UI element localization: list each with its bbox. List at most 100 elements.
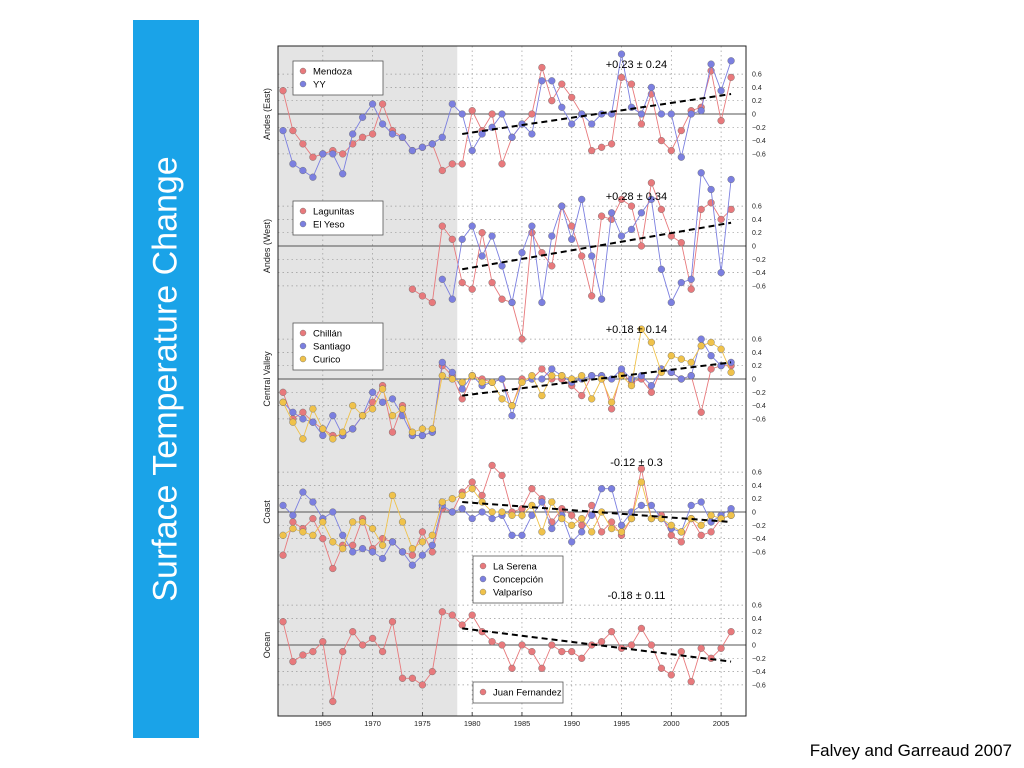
data-point: [279, 87, 287, 95]
legend-label: El Yeso: [313, 220, 345, 231]
data-point: [299, 408, 307, 416]
panel-ylabel: Coast: [262, 500, 272, 524]
data-point: [369, 100, 377, 108]
data-point: [428, 541, 436, 549]
data-point: [438, 358, 446, 367]
data-point: [518, 641, 526, 649]
early-period-shading: [278, 46, 458, 716]
y-tick-label: −0.2: [752, 523, 766, 530]
data-point: [687, 501, 695, 510]
data-point: [498, 295, 506, 303]
data-point: [388, 538, 397, 546]
x-tick-label: 1985: [514, 719, 531, 726]
data-point: [627, 515, 636, 523]
legend-box: [292, 322, 384, 371]
data-point: [428, 548, 436, 556]
data-point: [388, 412, 397, 420]
data-point: [667, 146, 675, 155]
data-point: [667, 352, 675, 360]
data-point: [617, 73, 626, 82]
data-point: [538, 63, 546, 72]
data-point: [299, 140, 307, 148]
data-point: [548, 372, 556, 380]
data-point: [408, 551, 417, 559]
data-point: [438, 133, 446, 141]
data-point: [657, 110, 666, 118]
data-point: [598, 485, 606, 493]
data-point: [697, 169, 705, 177]
series-valpar-so: [279, 478, 735, 553]
data-point: [518, 511, 526, 519]
data-point: [369, 405, 377, 413]
data-point: [558, 80, 566, 88]
legend-box: [472, 555, 564, 604]
y-tick-label: 0.2: [752, 363, 762, 370]
legend-box: [292, 200, 384, 236]
legend-marker: [479, 575, 487, 583]
data-point: [319, 518, 327, 526]
data-point: [488, 638, 496, 646]
data-point: [408, 146, 417, 155]
data-point: [657, 205, 666, 214]
data-point: [458, 491, 466, 500]
panel-ylabel: Ocean: [262, 632, 272, 659]
data-point: [478, 229, 486, 237]
data-point: [279, 531, 287, 539]
data-point: [488, 515, 496, 523]
data-point: [379, 398, 387, 406]
data-point: [299, 488, 307, 496]
data-point: [319, 431, 327, 440]
data-point: [647, 501, 656, 510]
data-point: [538, 664, 546, 672]
data-point: [617, 50, 626, 58]
legend-label: Chillán: [313, 329, 342, 340]
data-point: [617, 528, 626, 536]
y-tick-label: −0.6: [752, 416, 766, 423]
data-point: [727, 358, 735, 367]
data-point: [697, 205, 705, 214]
y-tick-label: 0.2: [752, 629, 762, 636]
data-point: [418, 292, 427, 300]
data-point: [598, 143, 606, 151]
data-point: [508, 531, 516, 539]
x-tick-label: 1965: [314, 719, 331, 726]
data-point: [558, 372, 566, 380]
data-point: [398, 518, 407, 526]
trend-label: -0.18 ± 0.11: [608, 590, 666, 602]
data-point: [608, 209, 616, 217]
data-point: [608, 405, 616, 413]
legend-label: Curico: [313, 355, 340, 366]
trend-label: +0.23 ± 0.24: [606, 59, 667, 71]
data-point: [408, 561, 417, 569]
data-point: [717, 117, 725, 125]
data-point: [289, 160, 297, 168]
data-point: [279, 126, 287, 135]
data-point: [418, 538, 427, 546]
data-point: [548, 498, 556, 506]
citation: Falvey and Garreaud 2007: [809, 741, 1012, 760]
data-point: [717, 87, 725, 95]
data-point: [717, 269, 725, 277]
data-point: [358, 133, 367, 141]
slide-title: Surface Temperature Change: [146, 156, 185, 602]
data-point: [458, 235, 466, 243]
data-point: [707, 199, 715, 207]
legend: Chillán Santiago Curico: [292, 322, 384, 371]
data-point: [358, 113, 367, 121]
data-point: [329, 697, 337, 706]
data-point: [428, 425, 436, 433]
data-point: [508, 402, 516, 410]
data-point: [408, 674, 417, 682]
data-point: [349, 628, 357, 636]
data-point: [339, 150, 347, 158]
data-point: [717, 644, 725, 652]
legend-marker: [299, 342, 307, 350]
legend-label: Valparíso: [493, 588, 532, 599]
data-point: [369, 388, 377, 396]
data-point: [588, 511, 596, 519]
y-tick-label: −0.4: [752, 536, 766, 543]
data-point: [329, 538, 337, 546]
data-point: [598, 638, 606, 646]
series-line: [282, 611, 732, 702]
data-point: [637, 478, 646, 486]
